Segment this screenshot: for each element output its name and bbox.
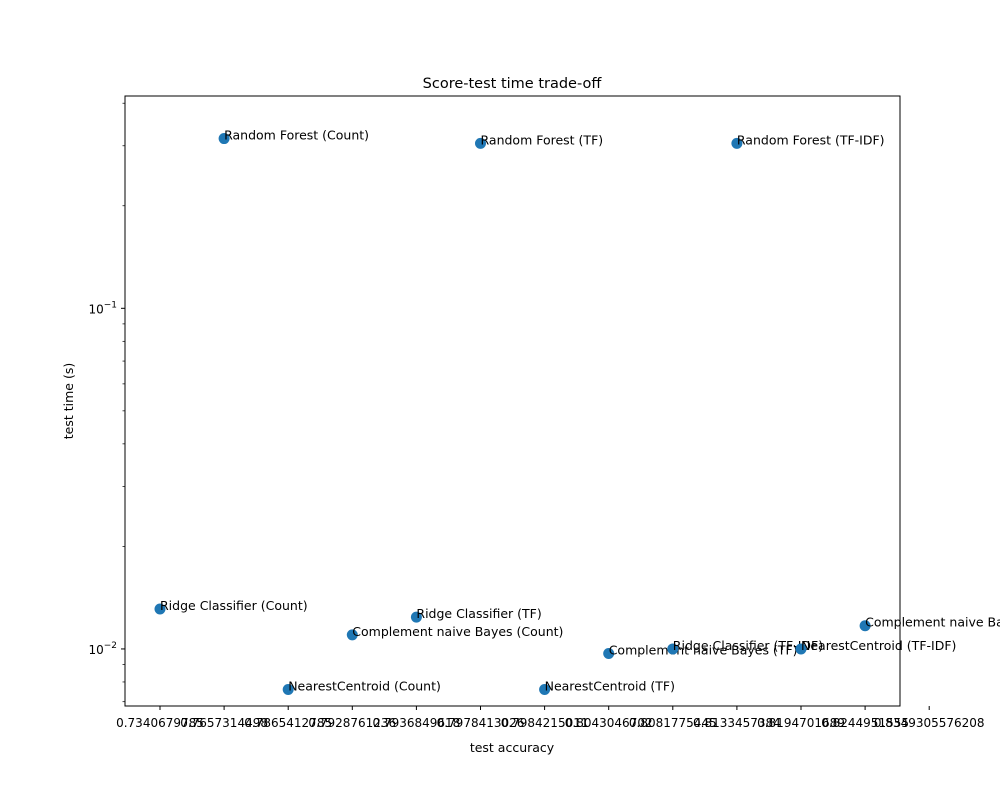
x-axis: 0.73406797850.76573144980.78654127850.79… bbox=[116, 706, 985, 730]
x-axis-label: test accuracy bbox=[470, 740, 555, 755]
y-tick-label: 10−1 bbox=[88, 300, 117, 316]
x-tick-label: 0.7865412785 bbox=[244, 716, 332, 730]
point-label: Random Forest (TF) bbox=[481, 132, 604, 147]
data-point bbox=[667, 643, 679, 655]
y-axis-label: test time (s) bbox=[61, 363, 76, 439]
data-point bbox=[410, 611, 422, 623]
x-tick-label: 0.7657314498 bbox=[180, 716, 268, 730]
x-tick-label: 0.7928761236 bbox=[308, 716, 396, 730]
point-label: NearestCentroid (TF-IDF) bbox=[801, 638, 956, 653]
data-points: Ridge Classifier (Count) Random Forest (C… bbox=[154, 128, 1000, 696]
point-label: Random Forest (Count) bbox=[224, 128, 369, 143]
point-label: Ridge Classifier (TF-IDF) bbox=[673, 638, 823, 653]
x-tick-label: 0.8133457384 bbox=[693, 716, 781, 730]
y-tick-label: 10−2 bbox=[88, 641, 117, 657]
data-point bbox=[282, 684, 294, 696]
x-tick-label: 0.8349305576208 bbox=[874, 716, 985, 730]
data-point bbox=[475, 137, 486, 149]
point-label: Ridge Classifier (TF) bbox=[416, 606, 541, 621]
data-point bbox=[795, 643, 807, 655]
point-label: NearestCentroid (Count) bbox=[288, 679, 441, 694]
x-tick-label: 0.7984215011 bbox=[501, 716, 589, 730]
chart-title: Score-test time trade-off bbox=[423, 76, 603, 92]
point-label: Ridge Classifier (Count) bbox=[160, 598, 308, 613]
data-point bbox=[539, 684, 551, 696]
data-point bbox=[603, 647, 615, 659]
x-tick-label: 0.8194701689 bbox=[757, 716, 845, 730]
x-tick-label: 0.8043046702 bbox=[565, 716, 653, 730]
x-tick-label: 0.7936849618 bbox=[373, 716, 461, 730]
data-point bbox=[859, 620, 871, 632]
data-point bbox=[154, 603, 166, 615]
x-tick-label: 0.7340679785 bbox=[116, 716, 204, 730]
data-point bbox=[731, 137, 743, 149]
point-label: Random Forest (TF-IDF) bbox=[737, 132, 885, 147]
plot-area bbox=[124, 95, 901, 707]
point-label: Complement naive Bayes (TF-IDF) bbox=[865, 615, 1000, 630]
x-tick-label: 0.8244951555 bbox=[821, 716, 909, 730]
x-tick-label: 0.8081775445 bbox=[629, 716, 717, 730]
point-label: Complement naive Bayes (TF) bbox=[609, 642, 798, 657]
x-tick-label: 0.7978413026 bbox=[437, 716, 525, 730]
y-axis: 10−2 10−1 bbox=[88, 102, 125, 703]
data-point bbox=[218, 133, 230, 145]
point-label: NearestCentroid (TF) bbox=[545, 679, 675, 694]
point-label: Complement naive Bayes (Count) bbox=[352, 624, 563, 639]
data-point bbox=[346, 629, 358, 641]
